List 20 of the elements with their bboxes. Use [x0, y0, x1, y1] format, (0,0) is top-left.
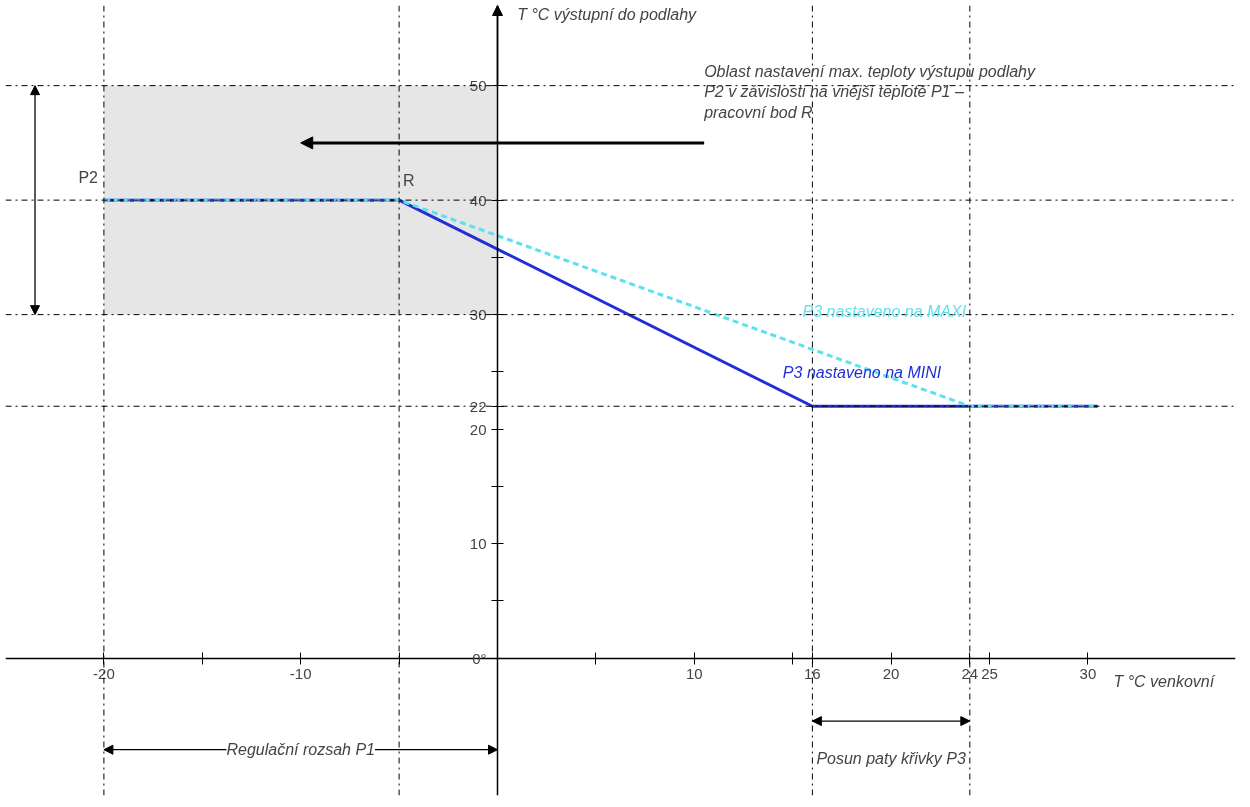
y-axis-title: T °C výstupní do podlahy [517, 5, 698, 23]
y-tick-label: 20 [469, 420, 487, 438]
band-label: P2 [78, 168, 99, 186]
ref-line-label: R [403, 171, 415, 189]
x-tick-label: 10 [685, 665, 703, 683]
x-tick-label: -20 [93, 665, 115, 683]
x-axis-title: T °C venkovní [1113, 672, 1216, 690]
x-tick-label: 30 [1079, 665, 1097, 683]
annotation: Posun paty křivky P3 [816, 749, 966, 767]
x-tick-label: 25 [981, 665, 998, 683]
x-tick-label: 24 [961, 665, 979, 683]
x-tick-label: 16 [804, 665, 821, 683]
y-tick-label: 22 [469, 397, 487, 415]
x-tick-label: 20 [882, 665, 900, 683]
y-tick-label: 50 [469, 77, 487, 95]
annotation: Oblast nastavení max. teploty výstupu podlahy P2 v závislosti na vnější teplotě P1 – pracovní bod R [703, 62, 1036, 121]
annotation: Regulační rozsah P1 [226, 741, 375, 759]
x-tick-label: -10 [289, 665, 312, 683]
y-tick-label: 40 [469, 191, 487, 209]
y-tick-label: 10 [469, 535, 487, 553]
